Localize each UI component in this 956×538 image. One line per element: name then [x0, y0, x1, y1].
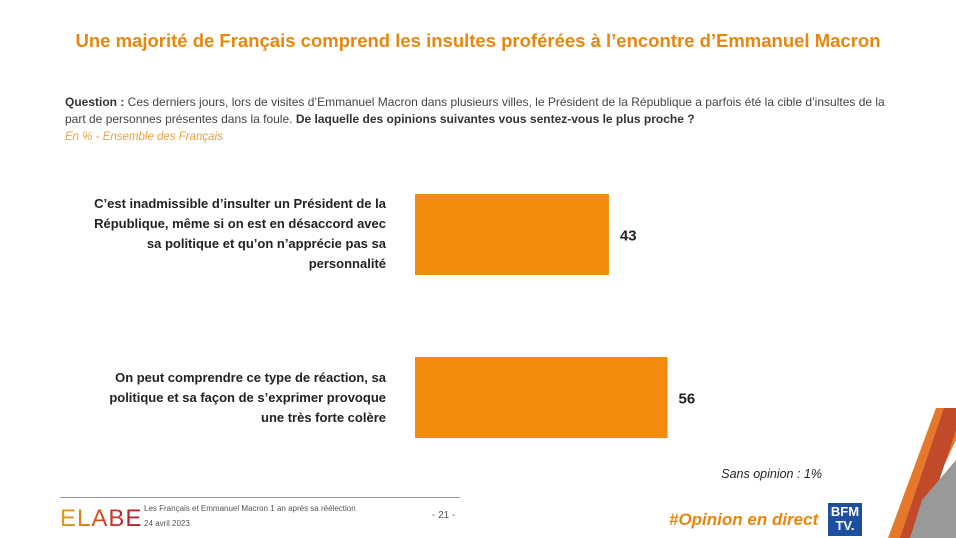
- bar: [415, 194, 609, 275]
- chart-subtitle: En % - Ensemble des Français: [65, 131, 223, 143]
- question-text: Question : Ces derniers jours, lors de v…: [65, 94, 895, 128]
- question-label: Question :: [65, 95, 125, 109]
- data-label: 56: [679, 391, 696, 408]
- category-label: On peut comprendre ce type de réaction, …: [109, 370, 386, 425]
- question-body: Ces derniers jours, lors de visites d’Em…: [65, 95, 885, 126]
- elabe-logo: ELABE: [60, 505, 143, 532]
- hashtag: #Opinion en direct: [669, 510, 819, 529]
- study-title: Les Français et Emmanuel Macron 1 an apr…: [144, 504, 356, 513]
- study-date: 24 avril 2023: [144, 519, 190, 528]
- footer-divider: [60, 497, 460, 498]
- question-bold: De laquelle des opinions suivantes vous …: [295, 112, 695, 126]
- category-label: C’est inadmissible d’insulter un Préside…: [94, 196, 386, 271]
- bar: [415, 357, 668, 438]
- page-title: Une majorité de Français comprend les in…: [75, 30, 881, 51]
- data-label: 43: [620, 228, 637, 245]
- bfmtv-logo: BFM TV.: [828, 503, 862, 536]
- page-number: - 21 -: [432, 510, 456, 521]
- no-opinion-annotation: Sans opinion : 1%: [721, 467, 822, 481]
- brand-a-logo: [888, 408, 956, 538]
